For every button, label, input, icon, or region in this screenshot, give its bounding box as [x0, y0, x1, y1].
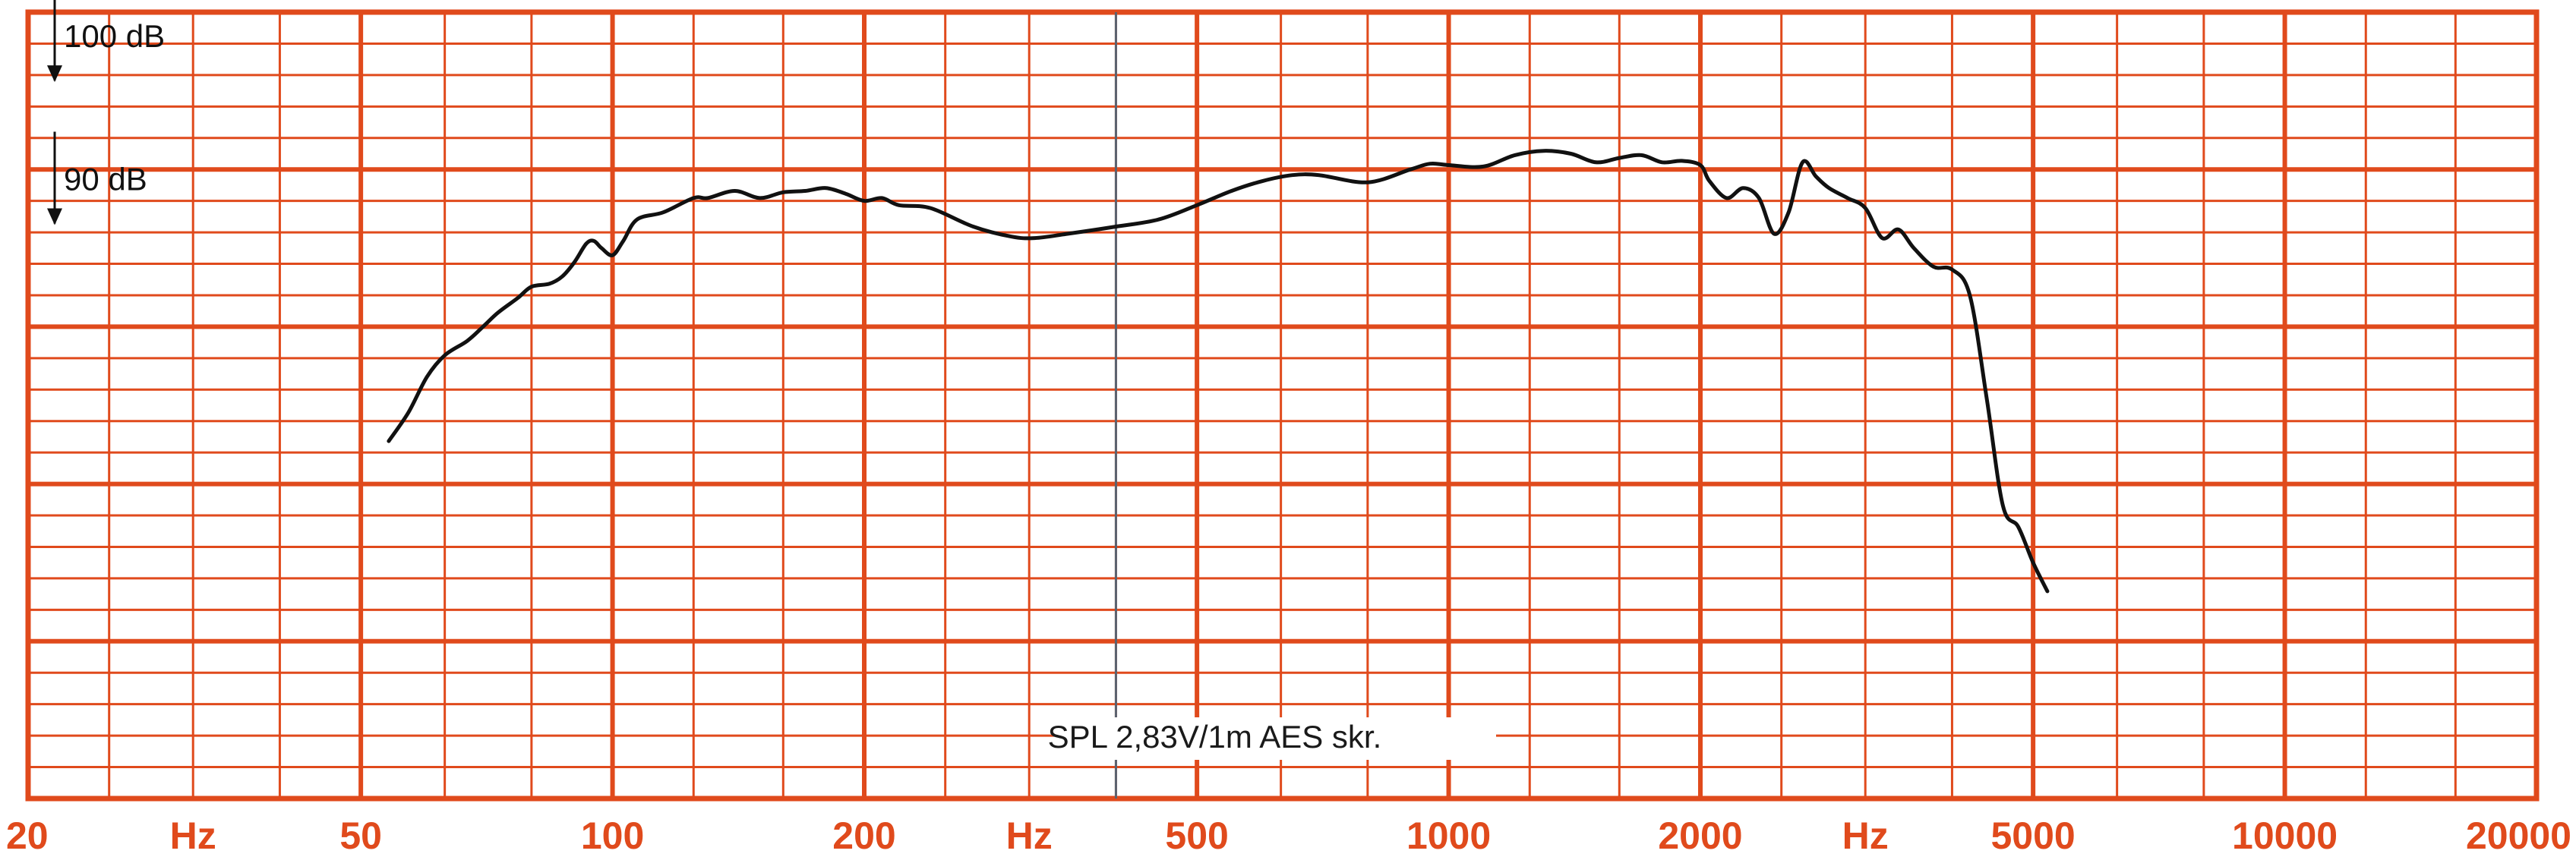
level-arrow-head — [47, 65, 62, 83]
annotation-box: SPL 2,83V/1m AES skr. — [1048, 717, 1496, 760]
x-tick-label: 1000 — [1406, 814, 1491, 857]
plot-frame — [25, 9, 2540, 802]
annotation-label: SPL 2,83V/1m AES skr. — [1048, 719, 1382, 755]
x-tick-label: 2000 — [1658, 814, 1742, 857]
response-curves — [387, 149, 2050, 594]
x-tick-label: 50 — [339, 814, 382, 857]
x-tick-label: 500 — [1165, 814, 1228, 857]
x-tick-label: Hz — [1842, 814, 1889, 857]
reference-level-markers: 100 dB 90 dB — [47, 0, 165, 225]
level-label: 90 dB — [64, 162, 147, 197]
x-tick-label: 20000 — [2466, 814, 2571, 857]
level-label: 100 dB — [64, 18, 165, 54]
x-tick-label: 20 — [6, 814, 49, 857]
x-tick-label: Hz — [170, 814, 216, 857]
x-tick-label: 200 — [832, 814, 895, 857]
x-axis-tick-labels: 20 Hz 50 100 200 Hz 500 1000 2000 Hz 5000 10000 2000… — [6, 814, 2571, 857]
x-tick-label: 100 — [581, 814, 644, 857]
annotation-background — [1056, 717, 1496, 760]
x-tick-label: 10000 — [2232, 814, 2338, 857]
response-curve — [387, 149, 2050, 594]
x-tick-label: 5000 — [1991, 814, 2076, 857]
level-arrow-head — [47, 208, 62, 225]
chart-grid — [25, 9, 2540, 802]
x-tick-label: Hz — [1006, 814, 1053, 857]
